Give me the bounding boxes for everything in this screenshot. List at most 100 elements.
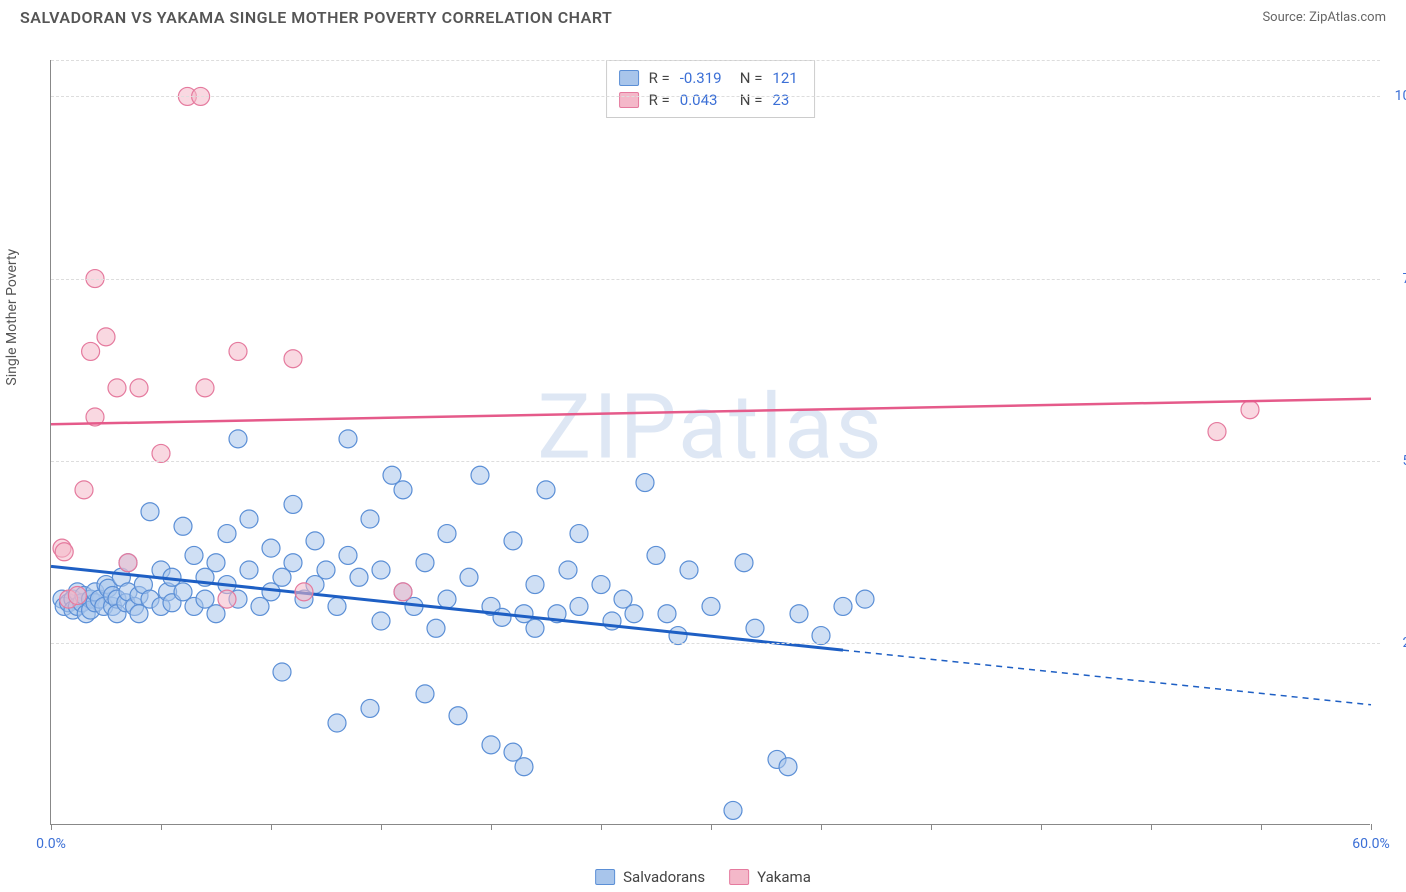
data-point[interactable] [394, 481, 412, 499]
data-point[interactable] [328, 597, 346, 615]
data-point[interactable] [68, 587, 86, 605]
legend-label: Salvadorans [623, 868, 705, 886]
data-point[interactable] [361, 699, 379, 717]
data-point[interactable] [130, 379, 148, 397]
data-point[interactable] [273, 663, 291, 681]
data-point[interactable] [1241, 401, 1259, 419]
data-point[interactable] [449, 707, 467, 725]
data-point[interactable] [141, 503, 159, 521]
data-point[interactable] [174, 517, 192, 535]
data-point[interactable] [108, 379, 126, 397]
data-point[interactable] [97, 328, 115, 346]
data-point[interactable] [570, 597, 588, 615]
data-point[interactable] [55, 543, 73, 561]
data-point[interactable] [471, 466, 489, 484]
series-legend: Salvadorans Yakama [595, 868, 811, 886]
data-point[interactable] [460, 568, 478, 586]
scatter-svg [51, 60, 1370, 824]
x-tick [821, 824, 822, 830]
data-point[interactable] [218, 525, 236, 543]
data-point[interactable] [218, 590, 236, 608]
data-point[interactable] [724, 801, 742, 819]
data-point[interactable] [427, 619, 445, 637]
x-tick [1371, 824, 1372, 830]
x-tick [1261, 824, 1262, 830]
data-point[interactable] [658, 605, 676, 623]
data-point[interactable] [416, 685, 434, 703]
data-point[interactable] [350, 568, 368, 586]
data-point[interactable] [570, 525, 588, 543]
data-point[interactable] [240, 510, 258, 528]
data-point[interactable] [504, 532, 522, 550]
x-tick [161, 824, 162, 830]
data-point[interactable] [779, 758, 797, 776]
data-point[interactable] [328, 714, 346, 732]
x-tick-label: 0.0% [36, 836, 66, 852]
data-point[interactable] [284, 554, 302, 572]
data-point[interactable] [229, 430, 247, 448]
data-point[interactable] [537, 481, 555, 499]
data-point[interactable] [317, 561, 335, 579]
data-point[interactable] [306, 532, 324, 550]
data-point[interactable] [119, 554, 137, 572]
data-point[interactable] [438, 590, 456, 608]
data-point[interactable] [735, 554, 753, 572]
data-point[interactable] [229, 342, 247, 360]
data-point[interactable] [647, 546, 665, 564]
x-tick [271, 824, 272, 830]
data-point[interactable] [361, 510, 379, 528]
data-point[interactable] [196, 379, 214, 397]
data-point[interactable] [372, 612, 390, 630]
source-attribution: Source: ZipAtlas.com [1262, 10, 1386, 25]
y-tick-label: 100.0% [1380, 88, 1406, 104]
stats-legend: R =-0.319N =121R =0.043N =23 [606, 60, 816, 118]
data-point[interactable] [526, 576, 544, 594]
stat-r-label: R = [649, 91, 670, 109]
data-point[interactable] [790, 605, 808, 623]
data-point[interactable] [262, 539, 280, 557]
x-tick [491, 824, 492, 830]
gridline-h [51, 96, 1380, 97]
data-point[interactable] [1208, 423, 1226, 441]
data-point[interactable] [515, 758, 533, 776]
data-point[interactable] [856, 590, 874, 608]
source-link[interactable]: ZipAtlas.com [1309, 10, 1386, 25]
legend-item[interactable]: Salvadorans [595, 868, 705, 886]
data-point[interactable] [526, 619, 544, 637]
data-point[interactable] [240, 561, 258, 579]
data-point[interactable] [702, 597, 720, 615]
data-point[interactable] [372, 561, 390, 579]
data-point[interactable] [559, 561, 577, 579]
y-tick-label: 75.0% [1380, 271, 1406, 287]
data-point[interactable] [284, 495, 302, 513]
data-point[interactable] [295, 583, 313, 601]
trend-line [51, 399, 1371, 425]
data-point[interactable] [834, 597, 852, 615]
data-point[interactable] [82, 342, 100, 360]
stat-n-label: N = [740, 69, 763, 87]
data-point[interactable] [625, 605, 643, 623]
stat-n-label: N = [740, 91, 763, 109]
data-point[interactable] [185, 546, 203, 564]
data-point[interactable] [636, 474, 654, 492]
data-point[interactable] [284, 350, 302, 368]
data-point[interactable] [394, 583, 412, 601]
data-point[interactable] [493, 608, 511, 626]
data-point[interactable] [438, 525, 456, 543]
data-point[interactable] [482, 736, 500, 754]
chart-title: SALVADORAN VS YAKAMA SINGLE MOTHER POVER… [20, 8, 612, 27]
data-point[interactable] [746, 619, 764, 637]
data-point[interactable] [339, 546, 357, 564]
source-label: Source: [1262, 10, 1305, 25]
data-point[interactable] [416, 554, 434, 572]
gridline-h [51, 60, 1380, 61]
data-point[interactable] [680, 561, 698, 579]
x-tick [381, 824, 382, 830]
x-tick [931, 824, 932, 830]
legend-item[interactable]: Yakama [729, 868, 811, 886]
data-point[interactable] [75, 481, 93, 499]
y-axis-label: Single Mother Poverty [4, 249, 20, 386]
data-point[interactable] [339, 430, 357, 448]
data-point[interactable] [592, 576, 610, 594]
data-point[interactable] [207, 554, 225, 572]
